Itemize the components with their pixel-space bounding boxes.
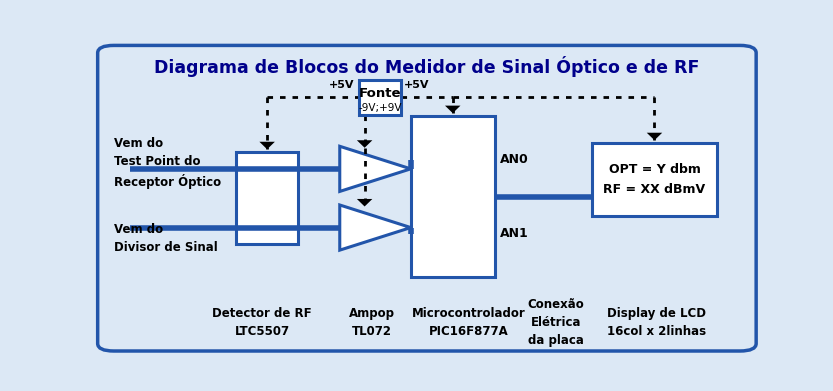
Polygon shape — [259, 142, 275, 149]
Text: OPT = Y dbm
RF = XX dBmV: OPT = Y dbm RF = XX dBmV — [603, 163, 706, 196]
Text: AN1: AN1 — [500, 227, 529, 240]
Text: Vem do
Test Point do
Receptor Óptico: Vem do Test Point do Receptor Óptico — [114, 137, 221, 189]
Polygon shape — [445, 106, 461, 113]
Polygon shape — [340, 146, 411, 192]
Text: Ampop
TL072: Ampop TL072 — [349, 307, 395, 338]
Text: +5V: +5V — [328, 80, 354, 90]
FancyBboxPatch shape — [411, 116, 495, 277]
Text: Microcontrolador
PIC16F877A: Microcontrolador PIC16F877A — [412, 307, 526, 338]
Text: AN0: AN0 — [500, 153, 529, 166]
Text: Detector de RF
LTC5507: Detector de RF LTC5507 — [212, 307, 312, 338]
Text: -9V;+9V: -9V;+9V — [358, 104, 402, 113]
Polygon shape — [357, 140, 372, 148]
Text: Vem do
Divisor de Sinal: Vem do Divisor de Sinal — [114, 222, 217, 254]
FancyBboxPatch shape — [237, 152, 298, 244]
FancyBboxPatch shape — [359, 80, 402, 115]
Polygon shape — [340, 205, 411, 250]
Text: Display de LCD
16col x 2linhas: Display de LCD 16col x 2linhas — [606, 307, 706, 338]
FancyBboxPatch shape — [591, 143, 717, 215]
Polygon shape — [646, 133, 662, 140]
Text: Fonte: Fonte — [359, 87, 402, 100]
Text: +5V: +5V — [404, 80, 430, 90]
Polygon shape — [357, 199, 372, 206]
FancyBboxPatch shape — [97, 45, 756, 351]
Text: Diagrama de Blocos do Medidor de Sinal Óptico e de RF: Diagrama de Blocos do Medidor de Sinal Ó… — [154, 56, 700, 77]
Text: Conexão
Elétrica
da placa: Conexão Elétrica da placa — [527, 298, 585, 347]
